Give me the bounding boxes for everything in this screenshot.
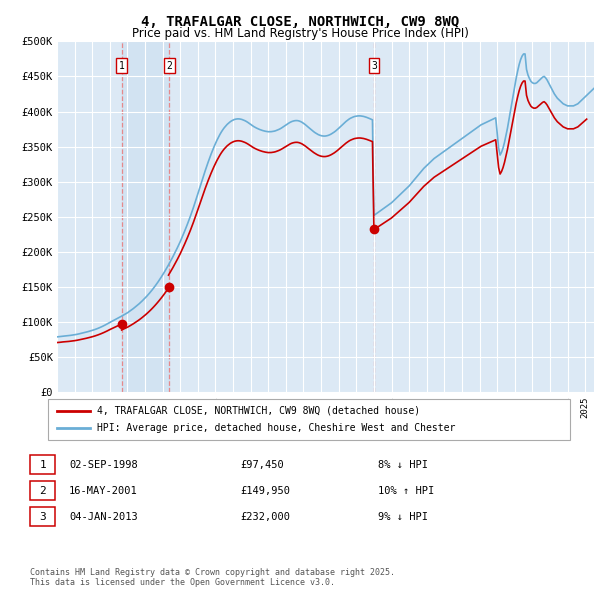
Text: 8% ↓ HPI: 8% ↓ HPI <box>378 460 428 470</box>
Text: 16-MAY-2001: 16-MAY-2001 <box>69 486 138 496</box>
Text: Price paid vs. HM Land Registry's House Price Index (HPI): Price paid vs. HM Land Registry's House … <box>131 27 469 40</box>
Text: 02-SEP-1998: 02-SEP-1998 <box>69 460 138 470</box>
Text: HPI: Average price, detached house, Cheshire West and Chester: HPI: Average price, detached house, Ches… <box>97 423 455 433</box>
Text: 3: 3 <box>39 512 46 522</box>
Text: 9% ↓ HPI: 9% ↓ HPI <box>378 512 428 522</box>
Text: 1: 1 <box>39 460 46 470</box>
Bar <box>122 41 169 392</box>
Text: 3: 3 <box>371 61 377 71</box>
Text: 4, TRAFALGAR CLOSE, NORTHWICH, CW9 8WQ (detached house): 4, TRAFALGAR CLOSE, NORTHWICH, CW9 8WQ (… <box>97 406 421 416</box>
Text: 2: 2 <box>166 61 172 71</box>
Text: 04-JAN-2013: 04-JAN-2013 <box>69 512 138 522</box>
Text: £232,000: £232,000 <box>240 512 290 522</box>
Text: Contains HM Land Registry data © Crown copyright and database right 2025.
This d: Contains HM Land Registry data © Crown c… <box>30 568 395 587</box>
Text: 1: 1 <box>119 61 125 71</box>
Text: £149,950: £149,950 <box>240 486 290 496</box>
Text: 4, TRAFALGAR CLOSE, NORTHWICH, CW9 8WQ: 4, TRAFALGAR CLOSE, NORTHWICH, CW9 8WQ <box>141 15 459 29</box>
Text: 10% ↑ HPI: 10% ↑ HPI <box>378 486 434 496</box>
Text: £97,450: £97,450 <box>240 460 284 470</box>
Text: 2: 2 <box>39 486 46 496</box>
